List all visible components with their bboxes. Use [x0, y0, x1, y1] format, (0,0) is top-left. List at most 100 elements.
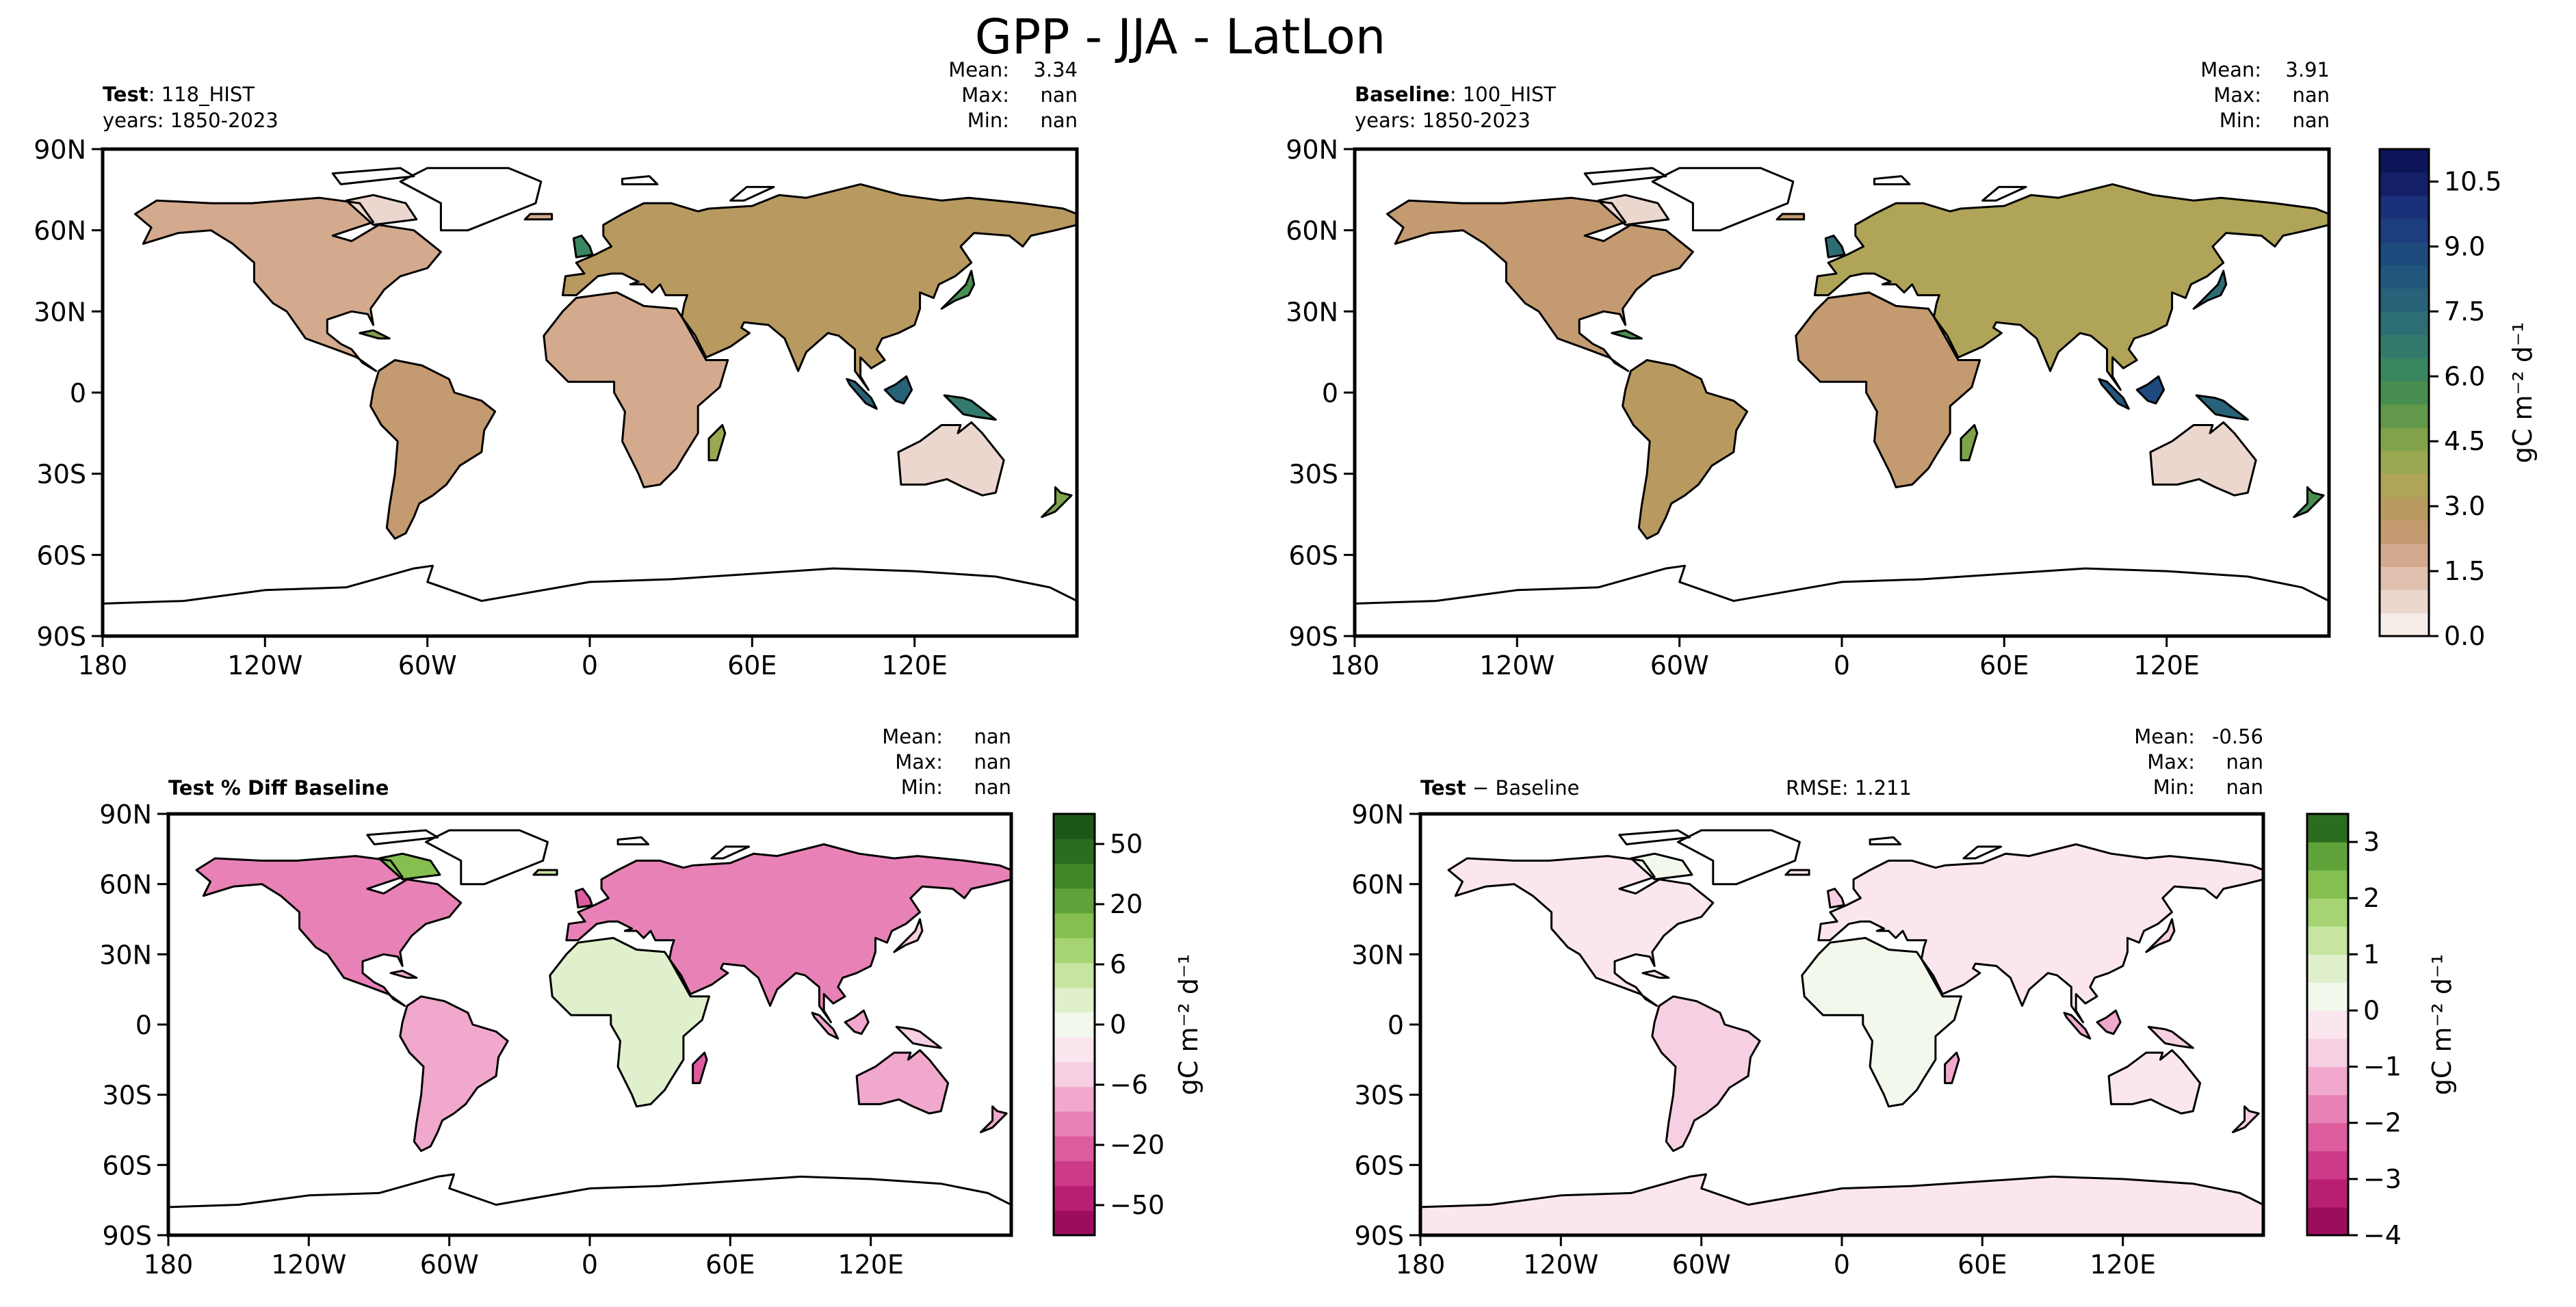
- xtick-label: 120E: [2090, 1250, 2156, 1280]
- colorbar-segment: [1054, 814, 1095, 839]
- stat-value: nan: [1040, 83, 1078, 107]
- xtick-label: 180: [1330, 650, 1380, 681]
- field-australia: [898, 422, 1004, 496]
- field-namerica: [1448, 856, 1713, 1006]
- colorbar-segment: [2380, 195, 2429, 220]
- coastline-gb: [1827, 888, 1845, 909]
- field-iceland: [1777, 213, 1804, 220]
- coastline-namerica: [195, 855, 463, 1007]
- years-label: years: 1850-2023: [1355, 109, 1531, 132]
- colorbar-segment: [2307, 814, 2348, 843]
- coastline-africa: [1801, 936, 1962, 1108]
- stat-value: -0.56: [2212, 725, 2263, 748]
- stat-value: 3.34: [1033, 58, 1078, 81]
- field-newguinea: [896, 1027, 941, 1048]
- coastline-svalbard: [621, 175, 659, 185]
- colorbar-segment: [2380, 520, 2429, 544]
- coastline-antarctica: [168, 1173, 1011, 1235]
- coastline-namerica: [1447, 855, 1715, 1007]
- coastline-nz: [2232, 1105, 2260, 1133]
- xtick-label: 0: [1834, 1250, 1850, 1280]
- field-samerica: [400, 996, 508, 1151]
- colorbar-tick-label: 1: [2363, 939, 2380, 969]
- colorbar-segment: [2380, 590, 2429, 613]
- coastline-australia: [855, 1049, 950, 1115]
- colorbar-segment: [1054, 1061, 1095, 1087]
- colorbar-segment: [2380, 218, 2429, 243]
- coastline-sumatra: [2098, 378, 2130, 410]
- colorbar-segment: [2380, 427, 2429, 451]
- stat-value: nan: [974, 750, 1011, 774]
- coastline-namerica: [1386, 196, 1694, 372]
- colorbar-tick-label: −50: [1110, 1190, 1165, 1220]
- colorbar-segment: [2307, 926, 2348, 955]
- coastline-borneo: [2096, 1009, 2122, 1035]
- xtick-label: 60E: [1979, 650, 2029, 681]
- colorbar-tick-label: −6: [1110, 1070, 1148, 1100]
- coastline-madagascar: [692, 1051, 708, 1085]
- field-namerica: [1387, 198, 1693, 371]
- panel-title: Baseline: 100_HIST: [1355, 83, 1556, 106]
- coastline-newguinea: [895, 1025, 942, 1049]
- colorbar-segment: [2307, 1066, 2348, 1096]
- ytick-label: 30S: [103, 1081, 152, 1111]
- coastline-borneo: [844, 1009, 870, 1035]
- colorbar-tick-label: −4: [2363, 1220, 2402, 1250]
- field-gb: [1827, 888, 1845, 908]
- coastline-namerica: [134, 196, 442, 372]
- coastline-svalbard: [1869, 836, 1902, 845]
- colorbar-tick-label: 6.0: [2444, 361, 2485, 391]
- field-eurasia: [1818, 844, 2263, 1022]
- stat-label: Max:: [961, 83, 1009, 107]
- coastline-ellesmere: [1618, 829, 1691, 845]
- colorbar-tick-label: 0: [1110, 1009, 1126, 1040]
- coastline-madagascar: [707, 424, 727, 462]
- ytick-label: 0: [1388, 1010, 1404, 1040]
- ytick-label: 0: [135, 1010, 152, 1040]
- coastline-japan: [2192, 269, 2228, 310]
- coastline-eurasia: [565, 843, 1011, 1024]
- coastline-africa: [543, 291, 729, 488]
- coastline-borneo: [2135, 375, 2165, 405]
- field-iceland: [1785, 870, 1810, 875]
- coastline-antarctica: [1355, 564, 2329, 636]
- coastline-ellesmere: [1583, 167, 1667, 185]
- xtick-label: 120E: [837, 1250, 904, 1280]
- colorbar-tick-label: 0.0: [2444, 621, 2485, 651]
- colorbar-segment: [2307, 898, 2348, 927]
- colorbar-tick-label: 10.5: [2444, 166, 2502, 196]
- field-gb: [573, 235, 593, 258]
- stat-label: Min:: [967, 109, 1009, 132]
- field-madagascar: [692, 1053, 707, 1083]
- colorbar-tick-label: −1: [2363, 1052, 2402, 1082]
- ytick-label: 0: [70, 378, 86, 408]
- field-eurasia: [1814, 184, 2329, 390]
- ytick-label: 90N: [1351, 800, 1404, 830]
- coastline-sumatra: [846, 378, 878, 410]
- map-pctdiff: [168, 829, 1011, 1235]
- colorbar-tick-label: 0: [2363, 995, 2380, 1025]
- coastline-madagascar: [1944, 1051, 1960, 1085]
- colorbar-segment: [2380, 566, 2429, 590]
- coastline-eurasia: [1817, 843, 2263, 1024]
- field-africa: [1801, 938, 1962, 1107]
- panel-title: Test − Baseline: [1420, 776, 1579, 800]
- coastline-sumatra: [2063, 1012, 2092, 1040]
- stat-label: Max:: [2213, 83, 2261, 107]
- colorbar-frame: [2378, 148, 2430, 637]
- field-samerica: [370, 360, 495, 539]
- rmse-label: RMSE: 1.211: [1786, 776, 1912, 800]
- stat-label: Max:: [895, 750, 943, 774]
- ytick-label: 90N: [99, 800, 152, 830]
- coastline-cuba: [389, 969, 418, 979]
- colorbar-tick-label: 2: [2363, 883, 2380, 913]
- field-sumatra: [846, 379, 877, 409]
- coastline-greenland: [1651, 167, 1795, 232]
- coastline-cuba: [1611, 329, 1643, 340]
- field-africa: [543, 292, 728, 488]
- field-iceland: [525, 213, 552, 220]
- coastline-newguinea: [2195, 394, 2249, 421]
- colorbar-segment: [1054, 962, 1095, 988]
- xtick-label: 0: [582, 650, 598, 681]
- coastline-novaya: [1962, 845, 2003, 860]
